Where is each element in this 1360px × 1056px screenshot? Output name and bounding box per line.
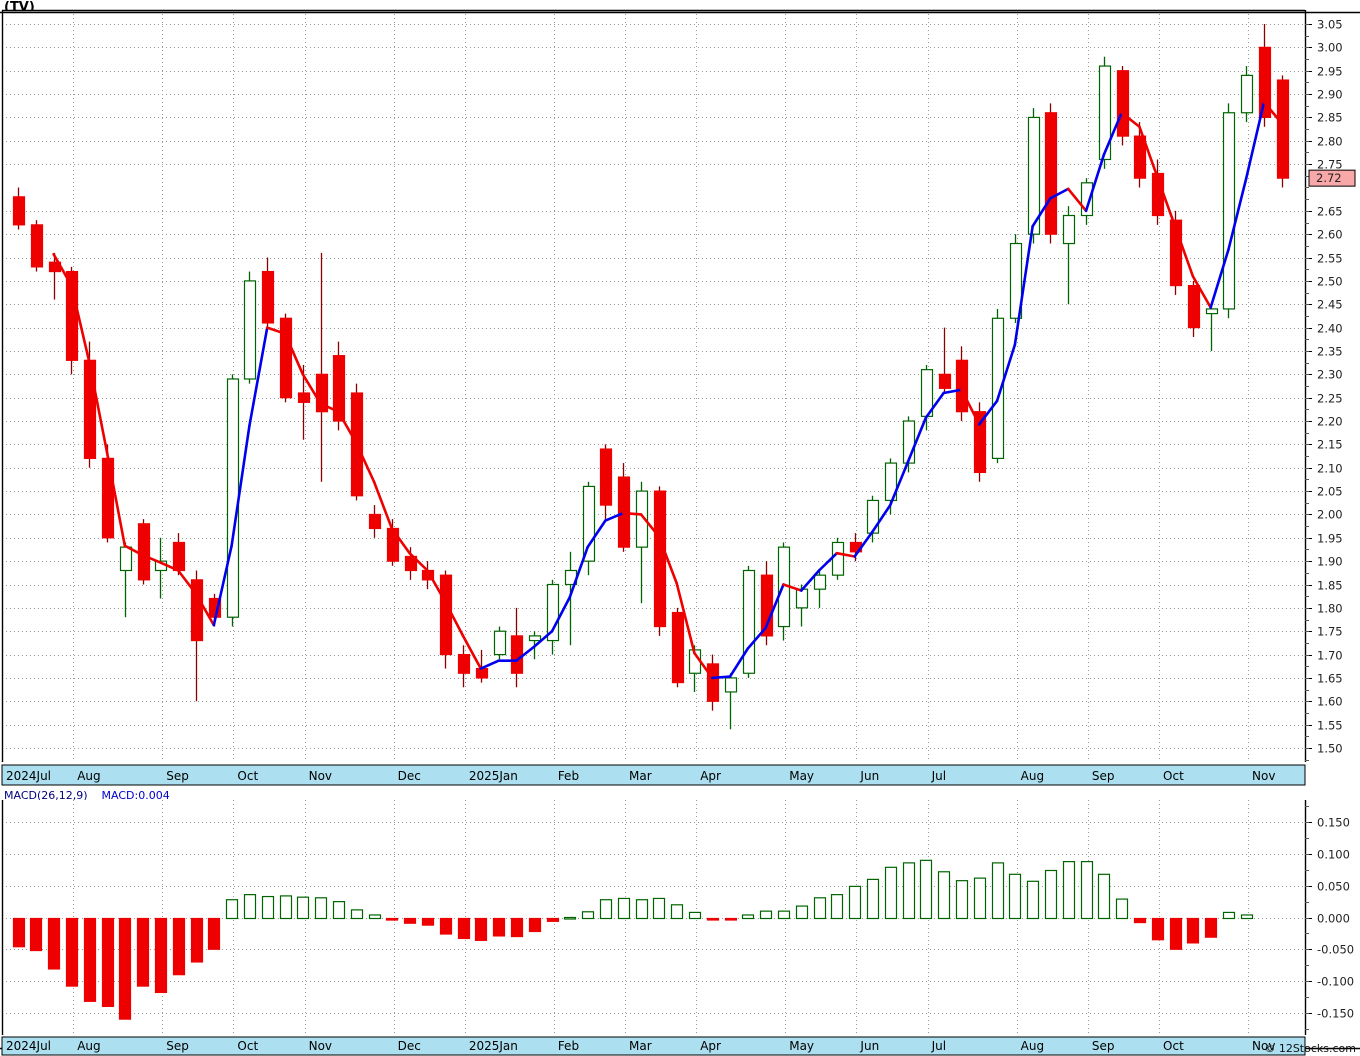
svg-text:0.000: 0.000 xyxy=(1317,912,1350,926)
svg-text:2.85: 2.85 xyxy=(1317,111,1343,125)
svg-text:1.60: 1.60 xyxy=(1317,695,1343,709)
svg-text:Feb: Feb xyxy=(558,1039,579,1053)
svg-text:1.95: 1.95 xyxy=(1317,532,1343,546)
svg-text:Sep: Sep xyxy=(166,769,189,783)
svg-text:Oct: Oct xyxy=(237,1039,258,1053)
svg-text:Mar: Mar xyxy=(629,1039,652,1053)
svg-text:-0.050: -0.050 xyxy=(1317,943,1354,957)
macd-legend: MACD(26,12,9) MACD:0.004 xyxy=(4,789,170,802)
svg-text:2.10: 2.10 xyxy=(1317,462,1343,476)
svg-text:Jun: Jun xyxy=(859,769,879,783)
svg-text:Oct: Oct xyxy=(237,769,258,783)
svg-text:Aug: Aug xyxy=(1021,1039,1044,1053)
svg-text:2.90: 2.90 xyxy=(1317,88,1343,102)
svg-text:1.70: 1.70 xyxy=(1317,649,1343,663)
svg-text:2.05: 2.05 xyxy=(1317,485,1343,499)
svg-text:2.80: 2.80 xyxy=(1317,135,1343,149)
svg-text:1.85: 1.85 xyxy=(1317,579,1343,593)
svg-text:2.35: 2.35 xyxy=(1317,345,1343,359)
svg-text:Jul: Jul xyxy=(931,1039,946,1053)
svg-text:-0.150: -0.150 xyxy=(1317,1007,1354,1021)
macd-label: MACD(26,12,9) xyxy=(4,789,88,802)
svg-text:2.15: 2.15 xyxy=(1317,438,1343,452)
svg-text:0.150: 0.150 xyxy=(1317,816,1350,830)
svg-text:Apr: Apr xyxy=(700,1039,721,1053)
svg-text:2.60: 2.60 xyxy=(1317,228,1343,242)
svg-text:Apr: Apr xyxy=(700,769,721,783)
svg-text:2.72: 2.72 xyxy=(1316,171,1342,185)
svg-text:2.20: 2.20 xyxy=(1317,415,1343,429)
svg-text:Sep: Sep xyxy=(1092,769,1115,783)
svg-text:Nov: Nov xyxy=(1252,769,1275,783)
svg-text:Oct: Oct xyxy=(1163,1039,1184,1053)
copyright-credit: © 12Stocks.com xyxy=(1264,1042,1356,1055)
svg-text:3.05: 3.05 xyxy=(1317,18,1343,32)
svg-text:Dec: Dec xyxy=(398,1039,421,1053)
svg-text:Aug: Aug xyxy=(77,769,100,783)
svg-text:Aug: Aug xyxy=(1021,769,1044,783)
svg-text:2024Jul: 2024Jul xyxy=(6,1039,51,1053)
svg-text:Sep: Sep xyxy=(166,1039,189,1053)
svg-text:Jul: Jul xyxy=(931,769,946,783)
svg-text:0.050: 0.050 xyxy=(1317,880,1350,894)
svg-text:Oct: Oct xyxy=(1163,769,1184,783)
svg-text:2.25: 2.25 xyxy=(1317,392,1343,406)
svg-text:Nov: Nov xyxy=(309,1039,332,1053)
svg-text:3.00: 3.00 xyxy=(1317,41,1343,55)
svg-text:Feb: Feb xyxy=(558,769,579,783)
svg-text:May: May xyxy=(789,769,814,783)
svg-text:2.65: 2.65 xyxy=(1317,205,1343,219)
svg-text:1.90: 1.90 xyxy=(1317,555,1343,569)
svg-text:Mar: Mar xyxy=(629,769,652,783)
svg-text:2.30: 2.30 xyxy=(1317,368,1343,382)
svg-text:1.75: 1.75 xyxy=(1317,625,1343,639)
svg-text:0.100: 0.100 xyxy=(1317,848,1350,862)
svg-text:1.55: 1.55 xyxy=(1317,719,1343,733)
svg-text:2.55: 2.55 xyxy=(1317,252,1343,266)
svg-text:2.45: 2.45 xyxy=(1317,298,1343,312)
svg-text:2.00: 2.00 xyxy=(1317,508,1343,522)
svg-text:-0.100: -0.100 xyxy=(1317,975,1354,989)
svg-text:Aug: Aug xyxy=(77,1039,100,1053)
svg-text:2024Jul: 2024Jul xyxy=(6,769,51,783)
svg-text:Sep: Sep xyxy=(1092,1039,1115,1053)
macd-value: MACD:0.004 xyxy=(101,789,170,802)
svg-text:2025Jan: 2025Jan xyxy=(469,1039,518,1053)
svg-text:May: May xyxy=(789,1039,814,1053)
svg-text:Nov: Nov xyxy=(1252,1039,1275,1053)
svg-text:2.50: 2.50 xyxy=(1317,275,1343,289)
svg-text:2.75: 2.75 xyxy=(1317,158,1343,172)
svg-text:Dec: Dec xyxy=(398,769,421,783)
svg-text:2025Jan: 2025Jan xyxy=(469,769,518,783)
svg-text:1.50: 1.50 xyxy=(1317,742,1343,756)
svg-text:1.65: 1.65 xyxy=(1317,672,1343,686)
svg-text:2.95: 2.95 xyxy=(1317,65,1343,79)
svg-text:2.40: 2.40 xyxy=(1317,322,1343,336)
svg-text:Nov: Nov xyxy=(309,769,332,783)
svg-text:Jun: Jun xyxy=(859,1039,879,1053)
svg-text:1.80: 1.80 xyxy=(1317,602,1343,616)
